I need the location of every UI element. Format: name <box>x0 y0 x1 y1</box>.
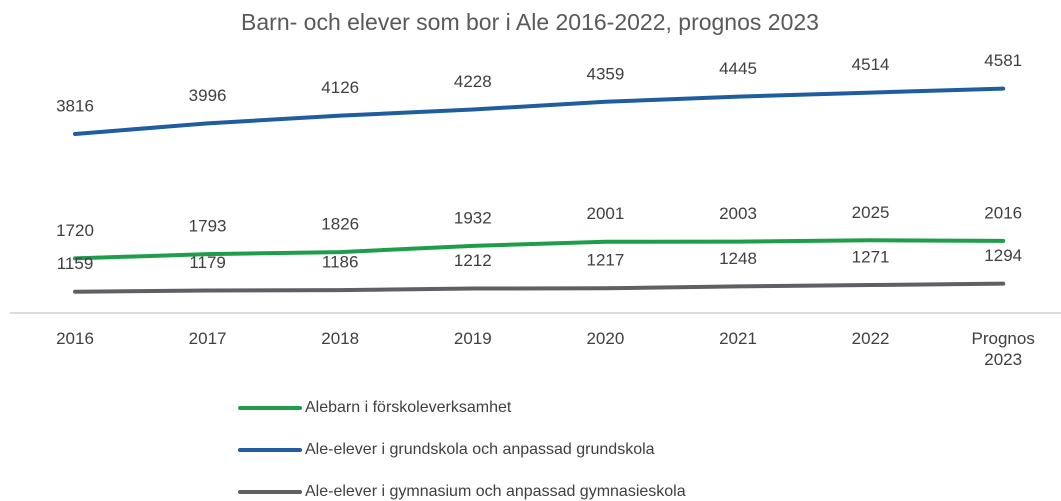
data-label: 1271 <box>852 248 890 267</box>
data-label: 4126 <box>321 78 359 97</box>
x-tick-label: 2018 <box>321 329 360 348</box>
data-label: 2025 <box>852 203 890 222</box>
data-label: 3816 <box>56 96 94 115</box>
data-label: 1248 <box>719 249 757 268</box>
x-tick-label: 2021 <box>719 329 757 348</box>
line <box>73 86 1006 137</box>
data-label: 4228 <box>454 72 492 91</box>
x-tick-label: 2019 <box>453 329 492 348</box>
data-label: 2016 <box>984 203 1022 222</box>
x-tick-label: 2020 <box>586 329 625 348</box>
chart-title: Barn- och elever som bor i Ale 2016-2022… <box>241 9 819 35</box>
x-tick-label: 2016 <box>56 329 94 348</box>
data-label: 1212 <box>454 251 492 270</box>
data-label: 1720 <box>56 221 94 240</box>
data-label: 1159 <box>57 254 94 273</box>
data-label: 4445 <box>719 59 757 78</box>
data-label: 1932 <box>454 208 492 227</box>
data-label: 1294 <box>984 246 1022 265</box>
legend-label: Alebarn i förskoleverksamhet <box>305 399 512 416</box>
data-label: 4514 <box>852 55 890 74</box>
data-label: 1217 <box>586 251 624 270</box>
data-label: 2001 <box>586 204 624 223</box>
x-tick-label: 2022 <box>851 329 890 348</box>
data-label: 1186 <box>322 253 359 272</box>
line <box>73 281 1006 294</box>
data-label: 3996 <box>189 86 227 105</box>
legend-label: Ale-elever i gymnasium och anpassad gymn… <box>305 483 686 500</box>
data-label: 1793 <box>189 217 227 236</box>
x-tick-label: Prognos 2023 <box>971 329 1035 369</box>
data-label: 1179 <box>189 253 226 272</box>
data-label: 2003 <box>719 204 757 223</box>
data-label: 1826 <box>321 215 359 234</box>
data-label: 4359 <box>586 64 624 83</box>
data-label: 4581 <box>984 51 1022 70</box>
line <box>73 238 1006 261</box>
x-tick-label: 2017 <box>188 329 227 348</box>
legend-label: Ale-elever i grundskola och anpassad gru… <box>305 441 655 458</box>
